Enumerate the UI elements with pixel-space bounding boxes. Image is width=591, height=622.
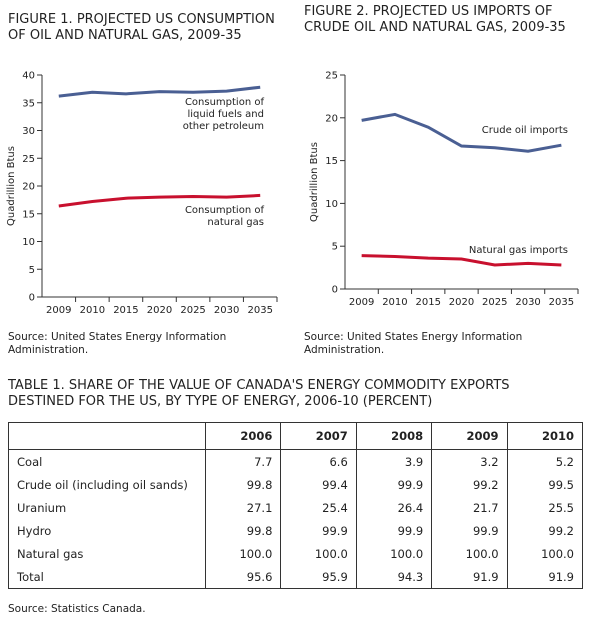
y-tick-label: 10: [325, 199, 338, 210]
x-tick-label: 2020: [449, 297, 474, 308]
cell: 91.9: [506, 565, 583, 589]
cell: 26.4: [355, 496, 432, 519]
header-cell: 2007: [280, 422, 357, 450]
x-tick-label: 2030: [214, 305, 239, 316]
table-row: Total 95.6 95.9 94.3 91.9 91.9: [8, 565, 583, 589]
table-row: Natural gas 100.0 100.0 100.0 100.0 100.0: [8, 542, 583, 565]
header-row: 2006 2007 2008 2009 2010: [8, 422, 583, 450]
x-tick-label: 2010: [80, 305, 105, 316]
cell: 100.0: [431, 542, 508, 565]
cell: 27.1: [204, 496, 281, 519]
series-label: Natural gas imports: [468, 245, 568, 256]
table-title: TABLE 1. SHARE OF THE VALUE OF CANADA'S …: [8, 378, 510, 409]
row-label: Crude oil (including oil sands): [8, 473, 206, 496]
y-tick-label: 40: [22, 71, 35, 82]
y-tick-label: 20: [325, 113, 338, 124]
cell: 99.8: [204, 519, 281, 542]
y-tick-label: 25: [325, 71, 338, 82]
y-tick-label: 5: [29, 265, 35, 276]
y-tick-label: 10: [22, 237, 35, 248]
figure-title: FIGURE 1. PROJECTED US CONSUMPTION OF OI…: [8, 12, 275, 43]
row-label: Uranium: [8, 496, 206, 519]
cell: 95.9: [280, 565, 357, 589]
y-tick-label: 15: [22, 209, 35, 220]
x-tick-label: 2025: [482, 297, 507, 308]
row-label: Coal: [8, 449, 206, 473]
x-tick-label: 2015: [415, 297, 440, 308]
source: Source: United States Energy Information…: [304, 331, 523, 356]
cell: 99.2: [506, 519, 583, 542]
cell: 91.9: [431, 565, 508, 589]
y-axis-label: Quadrillion Btus: [309, 142, 320, 222]
series-line: [58, 193, 261, 208]
x-tick-label: 2035: [247, 305, 272, 316]
cell: 5.2: [506, 449, 583, 473]
figure-title: FIGURE 2. PROJECTED US IMPORTS OF CRUDE …: [304, 4, 566, 35]
y-tick-label: 35: [22, 98, 35, 109]
row-label: Natural gas: [8, 542, 206, 565]
cell: 100.0: [280, 542, 357, 565]
cell: 3.9: [355, 449, 432, 473]
header-cell: 2010: [506, 422, 583, 450]
table: 2006 2007 2008 2009 2010 Coal 7.7 6.6 3.9 3.2 5.2…: [8, 422, 583, 589]
x-tick-label: 2015: [113, 305, 138, 316]
cell: 6.6: [280, 449, 357, 473]
y-axis-label: Quadrillion Btus: [6, 146, 17, 226]
header-cell: 2008: [355, 422, 432, 450]
series-label: Crude oil imports: [481, 125, 568, 136]
series-line: [58, 85, 261, 98]
cell: 99.2: [431, 473, 508, 496]
x-tick-label: 2009: [46, 305, 71, 316]
cell: 99.9: [280, 519, 357, 542]
cell: 3.2: [431, 449, 508, 473]
row-label: Hydro: [8, 519, 206, 542]
series-line: [361, 112, 562, 153]
x-tick-label: 2020: [147, 305, 172, 316]
cell: 99.8: [204, 473, 281, 496]
x-tick-label: 2009: [349, 297, 374, 308]
header-cell: 2006: [204, 422, 281, 450]
table-row: Hydro 99.8 99.9 99.9 99.9 99.2: [8, 519, 583, 542]
source: Source: Statistics Canada.: [8, 603, 146, 615]
y-tick-label: 25: [22, 154, 35, 165]
table-row: Crude oil (including oil sands) 99.8 99.4 9…: [8, 473, 583, 496]
cell: 100.0: [355, 542, 432, 565]
series-line: [361, 254, 562, 267]
series-label: Consumption of natural gas: [184, 205, 264, 228]
table-row: Uranium 27.1 25.4 26.4 21.7 25.5: [8, 496, 583, 519]
cell: 99.9: [431, 519, 508, 542]
y-tick-label: 30: [22, 126, 35, 137]
y-tick-label: 0: [29, 293, 35, 304]
y-tick-label: 15: [325, 156, 338, 167]
header-cell: [8, 422, 206, 450]
header-cell: 2009: [431, 422, 508, 450]
source: Source: United States Energy Information…: [8, 331, 227, 356]
cell: 99.5: [506, 473, 583, 496]
y-tick-label: 5: [332, 242, 338, 253]
cell: 99.4: [280, 473, 357, 496]
x-tick-label: 2030: [515, 297, 540, 308]
series-label: Consumption of liquid fuels and other pe…: [182, 97, 264, 132]
x-tick-label: 2035: [549, 297, 574, 308]
cell: 25.4: [280, 496, 357, 519]
table-row: Coal 7.7 6.6 3.9 3.2 5.2: [8, 449, 583, 473]
y-tick-label: 20: [22, 182, 35, 193]
cell: 100.0: [204, 542, 281, 565]
cell: 25.5: [506, 496, 583, 519]
cell: 100.0: [506, 542, 583, 565]
cell: 99.9: [355, 473, 432, 496]
y-tick-label: 0: [332, 285, 338, 296]
row-label: Total: [8, 565, 206, 589]
cell: 95.6: [204, 565, 281, 589]
cell: 99.9: [355, 519, 432, 542]
x-tick-label: 2010: [382, 297, 407, 308]
x-tick-label: 2025: [180, 305, 205, 316]
cell: 21.7: [431, 496, 508, 519]
cell: 94.3: [355, 565, 432, 589]
cell: 7.7: [204, 449, 281, 473]
